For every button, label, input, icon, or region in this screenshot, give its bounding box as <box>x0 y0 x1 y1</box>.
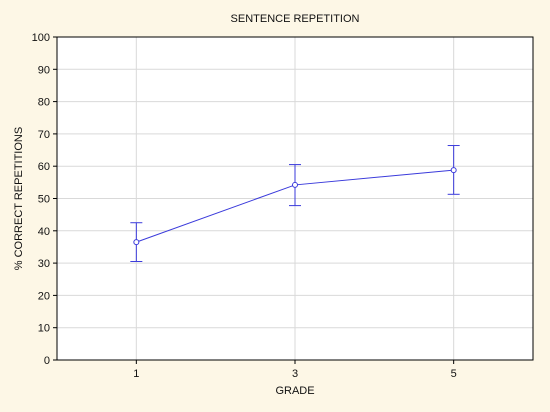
labels: SENTENCE REPETITION GRADE % CORRECT REPE… <box>13 13 457 397</box>
data-point-marker <box>450 167 457 174</box>
y-tick-label: 90 <box>38 64 50 76</box>
y-tick-label: 30 <box>38 258 50 270</box>
y-tick-label: 60 <box>38 161 50 173</box>
data-layer <box>130 145 460 262</box>
data-point-marker <box>292 181 298 188</box>
y-tick-label: 0 <box>44 355 50 367</box>
x-axis-label: GRADE <box>275 385 314 397</box>
data-point-marker <box>133 239 140 246</box>
y-tick-label: 70 <box>38 129 50 141</box>
plot-frame <box>56 36 534 361</box>
y-tick-label: 10 <box>38 323 50 335</box>
y-axis-label: % CORRECT REPETITIONS <box>13 127 25 270</box>
axes <box>53 36 534 364</box>
y-tick-label: 50 <box>38 194 50 206</box>
y-tick-label: 40 <box>38 226 50 238</box>
x-tick-label: 1 <box>133 368 139 380</box>
x-tick-label: 3 <box>292 368 298 380</box>
y-tick-label: 100 <box>32 32 50 44</box>
y-tick-label: 20 <box>38 290 50 302</box>
chart-title: SENTENCE REPETITION <box>231 13 360 25</box>
y-tick-label: 80 <box>38 97 50 109</box>
x-tick-label: 5 <box>451 368 457 380</box>
